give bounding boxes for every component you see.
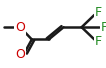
Text: O: O [15, 48, 25, 61]
Text: F: F [95, 35, 102, 48]
Text: O: O [15, 21, 25, 34]
Text: F: F [95, 6, 102, 19]
Text: F: F [100, 21, 106, 34]
